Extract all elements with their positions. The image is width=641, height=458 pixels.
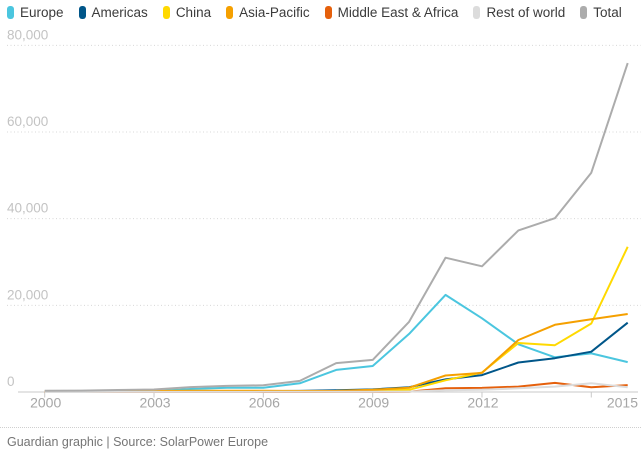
x-tick-label-2000: 2000 (30, 395, 61, 411)
legend-item-china: China (162, 4, 212, 20)
legend-swatch-total (580, 5, 588, 19)
y-tick-label: 40,000 (7, 201, 48, 216)
legend-label: Americas (91, 4, 148, 20)
legend-item-europe: Europe (7, 5, 64, 20)
y-tick-label: 80,000 (7, 27, 48, 42)
legend-item-asia-pacific: Asia-Pacific (226, 5, 310, 20)
legend-label: Europe (20, 4, 64, 20)
legend-item-americas: Americas (78, 4, 148, 20)
legend-item-rest-of-world: Rest of world (473, 5, 565, 20)
y-tick-label: 0 (7, 374, 15, 389)
legend-label: Total (593, 4, 622, 20)
x-tick-label-2003: 2003 (139, 395, 170, 411)
legend-swatch-china (162, 5, 170, 19)
legend-swatch-europe (7, 5, 14, 19)
y-tick-label: 60,000 (7, 114, 48, 129)
legend-swatch-middle-east-africa (324, 5, 332, 19)
legend-label: Rest of world (486, 4, 566, 20)
footer-divider (0, 427, 641, 428)
series-line-americas (44, 321, 629, 393)
legend-swatch-asia-pacific (226, 5, 234, 19)
chart-legend: Europe Americas China Asia-Pacific Middle Ea… (0, 2, 641, 22)
x-tick-label-2015: 2015 (607, 395, 638, 411)
legend-label: Middle East & Africa (337, 4, 459, 20)
legend-label: China (175, 4, 212, 20)
legend-item-middle-east-africa: Middle East & Africa (324, 4, 459, 20)
x-tick-label-2006: 2006 (249, 395, 280, 411)
series-line-total (44, 62, 629, 392)
x-tick-label-2012: 2012 (467, 395, 498, 411)
y-tick-label: 20,000 (7, 287, 48, 302)
series-line-rest-of-world (44, 382, 628, 393)
legend-swatch-rest-of-world (473, 5, 481, 19)
legend-label: Asia-Pacific (239, 4, 310, 20)
source-credit: Guardian graphic | Source: SolarPower Eu… (7, 435, 269, 449)
legend-item-total: Total (580, 5, 622, 20)
x-tick-label-2009: 2009 (358, 395, 389, 411)
legend-swatch-americas (78, 5, 86, 19)
